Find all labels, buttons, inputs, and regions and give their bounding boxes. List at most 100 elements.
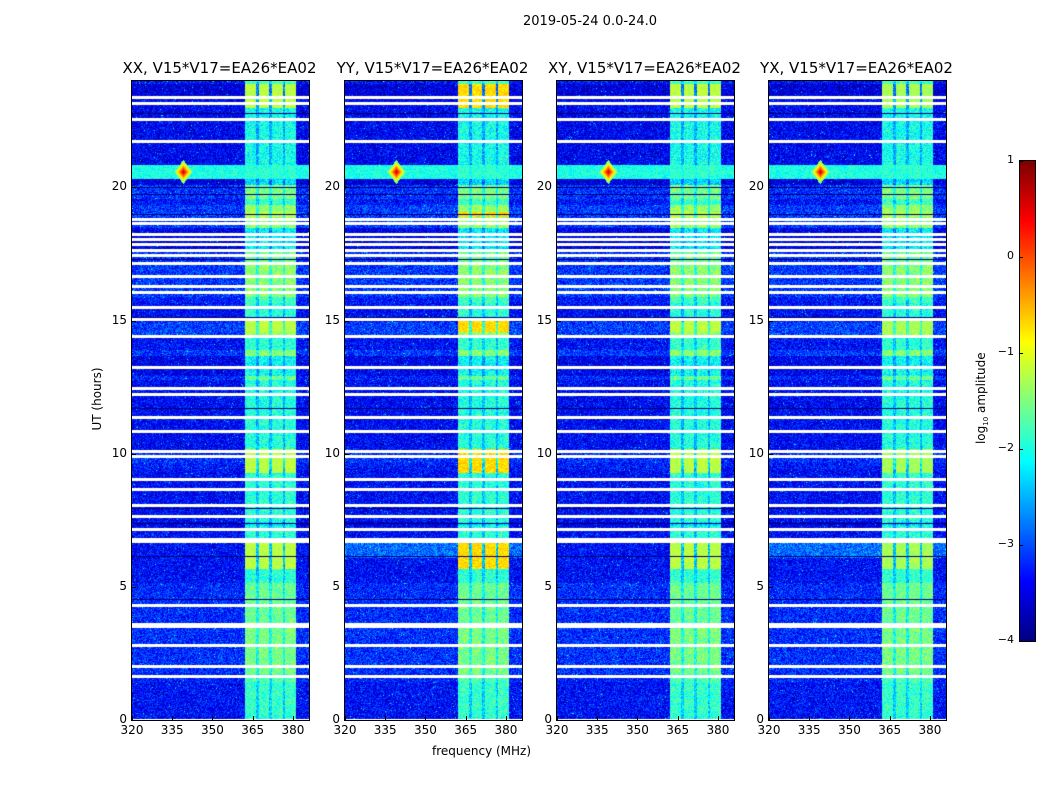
x-tick-mark [929, 716, 931, 720]
y-tick-mark [132, 720, 136, 721]
colorbar-tick-label: 0 [1007, 249, 1014, 262]
y-tick-label: 10 [536, 446, 552, 460]
x-tick-label: 350 [201, 723, 224, 737]
y-tick-label: 20 [111, 179, 127, 193]
x-tick-label: 380 [918, 723, 942, 737]
x-tick-mark [212, 716, 214, 720]
y-tick-mark [345, 187, 349, 188]
x-tick-label: 335 [797, 723, 821, 737]
colorbar-tick-mark [1019, 449, 1023, 450]
y-tick-label: 10 [324, 446, 340, 460]
x-tick-label: 320 [120, 723, 144, 737]
panel-title: XY, V15*V17=EA26*EA02 [548, 59, 741, 77]
y-tick-mark [769, 587, 773, 588]
y-tick-label: 0 [332, 712, 340, 726]
x-tick-label: 380 [706, 723, 730, 737]
y-tick-mark [345, 454, 349, 455]
colorbar-tick-label: 1 [1007, 153, 1014, 166]
y-tick-mark [769, 454, 773, 455]
figure-title: 2019-05-24 0.0-24.0 [523, 14, 657, 29]
y-tick-label: 15 [536, 313, 552, 327]
y-tick-mark [132, 454, 136, 455]
panel-title: XX, V15*V17=EA26*EA02 [122, 59, 317, 77]
colorbar-tick-mark [1019, 641, 1023, 642]
colorbar-gradient [1020, 161, 1035, 641]
panel-title: YY, V15*V17=EA26*EA02 [336, 59, 529, 77]
y-tick-mark [557, 587, 561, 588]
y-tick-label: 0 [756, 712, 764, 726]
x-tick-label: 365 [241, 723, 265, 737]
x-tick-label: 335 [373, 723, 397, 737]
heatmap-canvas [557, 81, 734, 720]
colorbar-tick-label: −2 [997, 441, 1014, 454]
y-tick-label: 15 [324, 313, 340, 327]
colorbar [1019, 160, 1036, 642]
y-tick-mark [132, 321, 136, 322]
y-tick-label: 15 [111, 313, 127, 327]
y-tick-label: 5 [756, 579, 764, 593]
heatmap-canvas [769, 81, 946, 720]
y-tick-mark [769, 720, 773, 721]
x-tick-label: 350 [626, 723, 649, 737]
heatmap-canvas [132, 81, 309, 720]
colorbar-tick-mark [1019, 257, 1023, 258]
x-tick-mark [597, 716, 599, 720]
colorbar-label: log10 amplitude [973, 352, 991, 445]
y-tick-mark [132, 587, 136, 588]
y-tick-label: 15 [748, 313, 764, 327]
x-tick-mark [132, 716, 133, 720]
y-tick-label: 20 [536, 179, 552, 193]
y-tick-mark [557, 454, 561, 455]
y-tick-mark [345, 720, 349, 721]
y-tick-mark [345, 587, 349, 588]
x-tick-label: 380 [494, 723, 518, 737]
heatmap-panel [768, 80, 947, 721]
x-tick-label: 350 [414, 723, 437, 737]
y-tick-mark [557, 187, 561, 188]
x-tick-mark [292, 716, 294, 720]
y-tick-mark [557, 720, 561, 721]
x-tick-label: 365 [878, 723, 902, 737]
colorbar-tick-mark [1019, 545, 1023, 546]
x-axis-label: frequency (MHz) [432, 744, 532, 758]
x-tick-label: 365 [666, 723, 690, 737]
y-tick-label: 0 [544, 712, 552, 726]
x-tick-label: 320 [545, 723, 569, 737]
x-tick-label: 320 [333, 723, 357, 737]
x-tick-mark [769, 716, 770, 720]
x-tick-label: 350 [838, 723, 861, 737]
y-tick-label: 20 [324, 179, 340, 193]
x-tick-label: 365 [454, 723, 478, 737]
panel-title: YX, V15*V17=EA26*EA02 [760, 59, 953, 77]
heatmap-canvas [345, 81, 522, 720]
colorbar-tick-mark [1019, 161, 1023, 162]
x-tick-mark [889, 716, 891, 720]
y-tick-label: 0 [119, 712, 127, 726]
colorbar-tick-label: −1 [997, 345, 1014, 358]
x-tick-label: 380 [281, 723, 305, 737]
y-tick-label: 5 [332, 579, 340, 593]
y-tick-label: 5 [544, 579, 552, 593]
x-tick-label: 320 [757, 723, 781, 737]
colorbar-tick-label: −3 [997, 537, 1014, 550]
heatmap-panel [556, 80, 735, 721]
y-tick-label: 10 [111, 446, 127, 460]
y-tick-mark [345, 321, 349, 322]
y-tick-label: 5 [119, 579, 127, 593]
y-axis-label: UT (hours) [90, 367, 104, 431]
x-tick-mark [505, 716, 507, 720]
heatmap-panel [131, 80, 310, 721]
x-tick-label: 335 [585, 723, 609, 737]
colorbar-tick-label: −4 [997, 633, 1014, 646]
y-tick-label: 20 [748, 179, 764, 193]
heatmap-panel [344, 80, 523, 721]
y-tick-mark [557, 321, 561, 322]
x-tick-mark [717, 716, 719, 720]
x-tick-mark [677, 716, 679, 720]
x-tick-mark [345, 716, 346, 720]
x-tick-mark [172, 716, 174, 720]
y-tick-mark [132, 187, 136, 188]
x-tick-mark [465, 716, 467, 720]
y-tick-label: 10 [748, 446, 764, 460]
